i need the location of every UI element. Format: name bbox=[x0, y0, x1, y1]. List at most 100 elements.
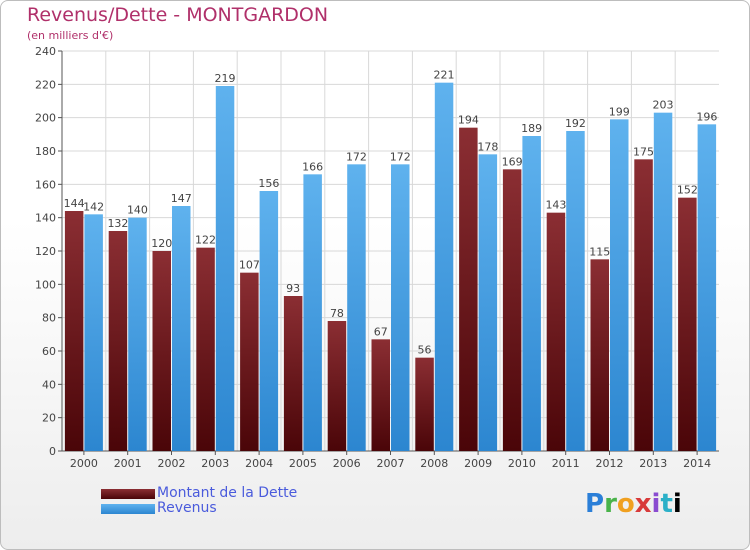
bar-debt-2000 bbox=[64, 211, 84, 451]
data-label-revenue-2003: 219 bbox=[215, 72, 236, 85]
data-label-debt-2014: 152 bbox=[677, 184, 698, 197]
y-tick-label: 40 bbox=[42, 378, 56, 391]
proxiti-logo: Proxiti bbox=[585, 489, 682, 519]
data-label-debt-2000: 144 bbox=[64, 197, 85, 210]
data-label-revenue-2007: 172 bbox=[390, 150, 411, 163]
x-tick-label-2007: 2007 bbox=[377, 457, 405, 470]
bar-debt-2014 bbox=[678, 197, 697, 451]
x-tick-label-2013: 2013 bbox=[639, 457, 667, 470]
bar-revenue-2007 bbox=[391, 164, 410, 452]
bar-debt-2011 bbox=[546, 212, 566, 451]
logo-letter: o bbox=[616, 489, 635, 519]
bar-debt-2012 bbox=[590, 259, 609, 451]
bar-revenue-2005 bbox=[303, 174, 322, 452]
chart-title: Revenus/Dette - MONTGARDON bbox=[27, 4, 329, 26]
bar-revenue-2003 bbox=[215, 86, 235, 451]
data-label-revenue-2011: 192 bbox=[565, 117, 586, 130]
bar-revenue-2001 bbox=[128, 217, 147, 451]
bar-revenue-2006 bbox=[347, 164, 366, 452]
y-tick-label: 160 bbox=[35, 178, 56, 191]
y-tick-label: 180 bbox=[35, 145, 56, 158]
bar-revenue-2010 bbox=[522, 136, 541, 451]
bar-debt-2005 bbox=[283, 296, 303, 451]
y-tick-label: 0 bbox=[49, 445, 56, 458]
bar-debt-2001 bbox=[108, 231, 128, 451]
data-label-debt-2013: 175 bbox=[633, 145, 654, 158]
x-tick-label-2001: 2001 bbox=[114, 457, 142, 470]
bar-revenue-2013 bbox=[653, 112, 673, 452]
data-label-revenue-2006: 172 bbox=[346, 150, 367, 163]
x-tick-label-2005: 2005 bbox=[289, 457, 317, 470]
data-label-debt-2012: 115 bbox=[589, 245, 610, 258]
x-tick-label-2010: 2010 bbox=[508, 457, 536, 470]
bar-debt-2007 bbox=[371, 339, 390, 451]
x-tick-label-2006: 2006 bbox=[333, 457, 361, 470]
logo-letter: r bbox=[604, 489, 617, 519]
y-tick-label: 120 bbox=[35, 245, 56, 258]
data-label-revenue-2002: 147 bbox=[171, 192, 192, 205]
logo-letter: P bbox=[585, 489, 605, 519]
x-tick-label-2000: 2000 bbox=[70, 457, 98, 470]
y-tick-label: 140 bbox=[35, 212, 56, 225]
x-tick-label-2004: 2004 bbox=[245, 457, 273, 470]
data-label-debt-2010: 169 bbox=[502, 155, 523, 168]
logo-letter: i bbox=[651, 489, 661, 519]
logo-letter: x bbox=[634, 489, 652, 519]
data-label-debt-2005: 93 bbox=[286, 282, 300, 295]
bar-debt-2010 bbox=[502, 169, 522, 452]
data-label-debt-2006: 78 bbox=[330, 307, 344, 320]
data-label-revenue-2008: 221 bbox=[434, 69, 455, 82]
data-label-debt-2003: 122 bbox=[195, 234, 216, 247]
bar-revenue-2008 bbox=[434, 82, 454, 452]
data-label-debt-2001: 132 bbox=[107, 217, 128, 230]
x-tick-label-2014: 2014 bbox=[683, 457, 711, 470]
chart-subtitle: (en milliers d'€) bbox=[27, 29, 114, 42]
y-tick-label: 240 bbox=[35, 45, 56, 58]
data-label-debt-2009: 194 bbox=[458, 114, 479, 127]
bar-debt-2003 bbox=[196, 247, 215, 451]
y-tick-label: 220 bbox=[35, 78, 56, 91]
bars bbox=[64, 82, 717, 452]
data-label-revenue-2004: 156 bbox=[258, 177, 279, 190]
data-label-debt-2008: 56 bbox=[418, 344, 432, 357]
bar-revenue-2004 bbox=[259, 191, 279, 451]
bar-debt-2008 bbox=[415, 357, 434, 451]
y-tick-label: 60 bbox=[42, 345, 56, 358]
bar-debt-2013 bbox=[634, 159, 653, 452]
bar-debt-2009 bbox=[459, 127, 478, 452]
axes: 0 20 40 60 80 100 120 140 160 180 200 220 240 2000 200… bbox=[35, 45, 719, 470]
data-label-revenue-2010: 189 bbox=[521, 122, 542, 135]
logo-letter: i bbox=[672, 489, 682, 519]
data-label-revenue-2000: 142 bbox=[83, 200, 104, 213]
x-tick-label-2003: 2003 bbox=[201, 457, 229, 470]
data-label-revenue-2005: 166 bbox=[302, 160, 323, 173]
x-tick-label-2012: 2012 bbox=[596, 457, 624, 470]
data-label-debt-2011: 143 bbox=[545, 199, 566, 212]
bar-revenue-2000 bbox=[84, 214, 103, 451]
bar-debt-2004 bbox=[240, 272, 259, 451]
y-tick-label: 200 bbox=[35, 112, 56, 125]
data-label-revenue-2012: 199 bbox=[609, 105, 630, 118]
data-label-revenue-2014: 196 bbox=[696, 110, 717, 123]
y-tick-label: 100 bbox=[35, 278, 56, 291]
bar-revenue-2012 bbox=[610, 119, 629, 451]
x-tick-label-2011: 2011 bbox=[552, 457, 580, 470]
x-tick-label-2002: 2002 bbox=[158, 457, 186, 470]
legend-label-revenue: Revenus bbox=[157, 500, 217, 516]
data-label-debt-2007: 67 bbox=[374, 325, 388, 338]
y-tick-label: 80 bbox=[42, 312, 56, 325]
bar-revenue-2011 bbox=[566, 131, 585, 451]
bar-revenue-2009 bbox=[478, 154, 498, 452]
data-label-revenue-2009: 178 bbox=[477, 140, 498, 153]
legend-label-debt: Montant de la Dette bbox=[157, 485, 298, 501]
data-label-debt-2004: 107 bbox=[239, 259, 260, 272]
bar-debt-2006 bbox=[327, 321, 347, 451]
data-label-revenue-2013: 203 bbox=[653, 99, 674, 112]
bar-debt-2002 bbox=[152, 251, 171, 451]
bar-revenue-2014 bbox=[697, 124, 717, 451]
x-tick-label-2008: 2008 bbox=[420, 457, 448, 470]
data-label-debt-2002: 120 bbox=[151, 237, 172, 250]
